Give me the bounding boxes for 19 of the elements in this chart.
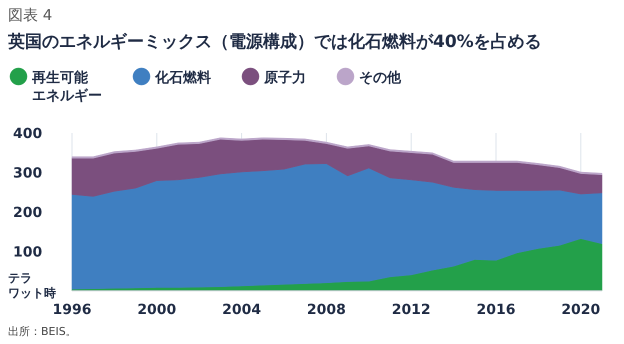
text: 図表 4 — [8, 6, 52, 24]
x-tick-label: 2004 — [222, 302, 262, 318]
legend-label: 化石燃料 — [154, 70, 211, 86]
x-tick-label: 1996 — [52, 302, 92, 318]
x-tick-label: 2012 — [392, 302, 431, 318]
y-tick-label: 400 — [13, 126, 42, 142]
x-tick-label: 2016 — [476, 302, 516, 318]
legend-label: その他 — [359, 70, 402, 86]
x-tick-label: 2008 — [306, 302, 346, 318]
legend-label: 原子力 — [263, 70, 306, 86]
y-tick-label: 200 — [13, 204, 42, 221]
x-tick-label: 2000 — [137, 302, 177, 318]
y-axis-title: テラワット時 — [8, 271, 56, 300]
chart-title: 英国のエネルギーミックス（電源構成）では化石燃料が40%を占める — [7, 32, 542, 52]
legend-label: 再生可能エネルギー — [31, 70, 102, 104]
y-tick-label: 100 — [13, 244, 42, 260]
x-tick-label: 2020 — [561, 302, 601, 318]
y-tick-label: 300 — [13, 165, 42, 182]
text: 出所：BEIS。 — [8, 325, 77, 338]
